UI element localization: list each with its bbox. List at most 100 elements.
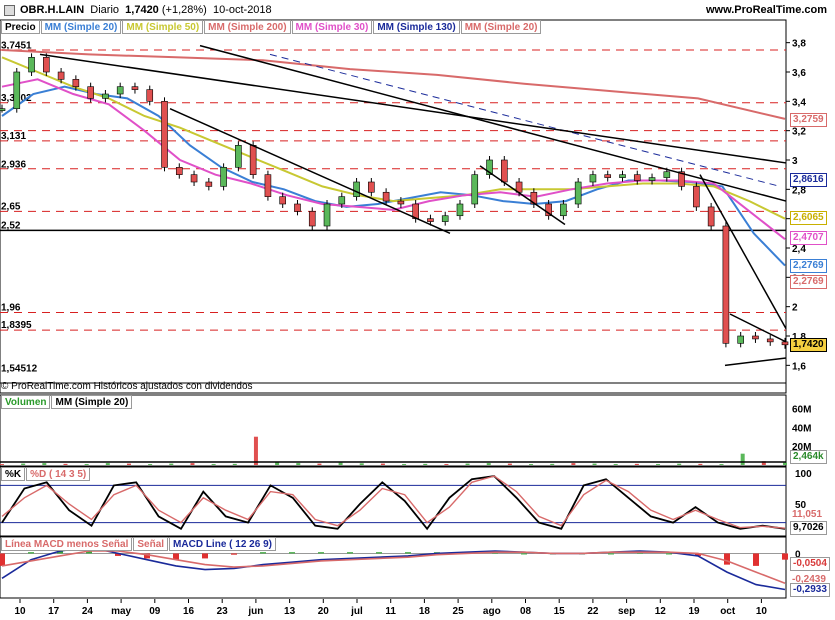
stoch-legend-item[interactable]: %D ( 14 3 5) bbox=[26, 467, 91, 481]
volume-bar bbox=[84, 464, 89, 465]
left-level-label: 2,65 bbox=[1, 201, 21, 212]
x-tick-label: 12 bbox=[655, 606, 667, 617]
volume-bar bbox=[42, 463, 47, 465]
left-level-label: 1,8395 bbox=[1, 320, 32, 331]
stochastic-legend: %K %D ( 14 3 5) bbox=[1, 467, 91, 481]
price-legend-item[interactable]: MM (Simple 200) bbox=[204, 20, 291, 34]
x-tick-label: 08 bbox=[520, 606, 532, 617]
stochastic-chart: 100 50 bbox=[0, 466, 812, 537]
candle bbox=[131, 86, 139, 90]
volume-bar bbox=[719, 464, 724, 465]
y-tick-label: 2,4 bbox=[792, 244, 806, 255]
x-tick-label: 11 bbox=[385, 606, 396, 617]
volume-bar bbox=[761, 461, 766, 465]
macd-hist-bar bbox=[202, 553, 208, 559]
volume-bar bbox=[486, 463, 491, 465]
price-legend-item[interactable]: Precio bbox=[1, 20, 40, 34]
candle bbox=[560, 203, 567, 217]
trend-line bbox=[479, 165, 566, 226]
candle bbox=[116, 86, 124, 95]
site-link[interactable]: www.ProRealTime.com bbox=[705, 4, 827, 16]
candle bbox=[441, 215, 449, 222]
candle bbox=[456, 203, 464, 217]
volume-bar bbox=[423, 463, 428, 465]
stoch-frame bbox=[0, 466, 787, 537]
x-tick-label: 17 bbox=[48, 606, 60, 617]
macd-hist-bar bbox=[231, 553, 237, 555]
candle bbox=[175, 167, 183, 175]
candle bbox=[235, 145, 242, 168]
y-tick-label: 3 bbox=[792, 156, 798, 167]
y-tick-label: 3,4 bbox=[792, 97, 806, 108]
volume-bar bbox=[63, 463, 68, 465]
trend-line bbox=[169, 107, 451, 235]
x-tick-label: 23 bbox=[217, 606, 229, 617]
volume-bar bbox=[634, 463, 639, 465]
volume-bar bbox=[105, 463, 110, 465]
x-tick-label: 25 bbox=[453, 606, 465, 617]
volume-bar bbox=[529, 464, 534, 465]
y-tick-label: 1,6 bbox=[792, 361, 806, 372]
macd-tag-line: -0,2933 bbox=[790, 583, 830, 597]
volume-y-label: 20M bbox=[792, 442, 811, 453]
candle bbox=[486, 159, 493, 175]
last-price: 1,7420 bbox=[125, 4, 159, 16]
volume-y-label: 40M bbox=[792, 423, 811, 434]
volume-y-label: 60M bbox=[792, 404, 811, 415]
candle bbox=[323, 203, 331, 227]
price-legend-item[interactable]: MM (Simple 20) bbox=[460, 20, 542, 34]
stoch-legend-item[interactable]: %K bbox=[1, 467, 26, 481]
candle bbox=[368, 181, 375, 193]
macd-hist-bar bbox=[28, 552, 34, 554]
candle bbox=[501, 159, 508, 183]
ma130-line bbox=[269, 53, 781, 187]
candle bbox=[619, 174, 626, 178]
y-tick-label: 2,8 bbox=[792, 185, 806, 196]
volume-legend-item[interactable]: MM (Simple 20) bbox=[51, 395, 133, 409]
x-tick-label: 10 bbox=[756, 606, 768, 617]
candle bbox=[663, 171, 671, 178]
macd-legend-item[interactable]: Línea MACD menos Señal bbox=[1, 537, 133, 551]
chart-menu-icon[interactable] bbox=[4, 5, 15, 16]
macd-legend-item[interactable]: Señal bbox=[133, 537, 169, 551]
volume-bar bbox=[656, 464, 661, 465]
volume-bar bbox=[169, 463, 174, 465]
macd-signal-line bbox=[1, 550, 786, 585]
candle bbox=[28, 57, 35, 73]
macd-hist-bar bbox=[347, 552, 353, 554]
volume-legend-item[interactable]: Volumen bbox=[1, 395, 51, 409]
macd-hist-bar bbox=[376, 552, 382, 554]
macd-hist-bar bbox=[782, 553, 788, 560]
price-frame bbox=[0, 19, 787, 394]
macd-hist-bar bbox=[289, 552, 295, 554]
candle bbox=[722, 225, 730, 344]
volume-bar bbox=[550, 463, 555, 465]
macd-hist-bar bbox=[666, 553, 672, 555]
chart-title: OBR.H.LAIN Diario 1,7420 (+1,28%) 10-oct… bbox=[20, 4, 272, 16]
price-chart: 3,83,63,43,232,82,62,42,221,81,63,74513,… bbox=[0, 19, 806, 394]
x-axis-svg: 10 17 24 may 09 16 23 jun 13 20 jul 11 18 25 ago 08 15 22… bbox=[14, 599, 768, 617]
volume-panel: 60M 40M 20M Volumen MM (Simple 20) 2,464k bbox=[0, 394, 835, 467]
left-level-label: 1,54512 bbox=[1, 363, 38, 374]
candle bbox=[205, 181, 213, 187]
price-legend-item[interactable]: MM (Simple 50) bbox=[122, 20, 204, 34]
stochastic-panel: 100 50 %K %D ( 14 3 5) 11,051 9,7026 bbox=[0, 466, 835, 537]
macd-hist-bar bbox=[695, 553, 701, 556]
candle bbox=[0, 108, 6, 111]
volume-bar bbox=[380, 463, 385, 465]
candle bbox=[220, 167, 227, 187]
trend-line bbox=[699, 174, 787, 330]
price-legend-item[interactable]: MM (Simple 130) bbox=[373, 20, 460, 34]
price-panel: 3,83,63,43,232,82,62,42,221,81,63,74513,… bbox=[0, 19, 835, 395]
volume-bar bbox=[338, 462, 343, 465]
candle bbox=[530, 191, 538, 205]
price-legend-item[interactable]: MM (Simple 30) bbox=[291, 20, 373, 34]
volume-bar bbox=[21, 463, 26, 465]
candle bbox=[752, 335, 759, 340]
volume-bar bbox=[507, 463, 512, 465]
volume-bar bbox=[613, 464, 618, 465]
candle bbox=[264, 174, 272, 197]
macd-legend-item[interactable]: MACD Line ( 12 26 9) bbox=[169, 537, 276, 551]
macd-panel: 0 Línea MACD menos Señal Señal MACD Line (… bbox=[0, 536, 835, 599]
price-legend-item[interactable]: MM (Simple 20) bbox=[40, 20, 122, 34]
